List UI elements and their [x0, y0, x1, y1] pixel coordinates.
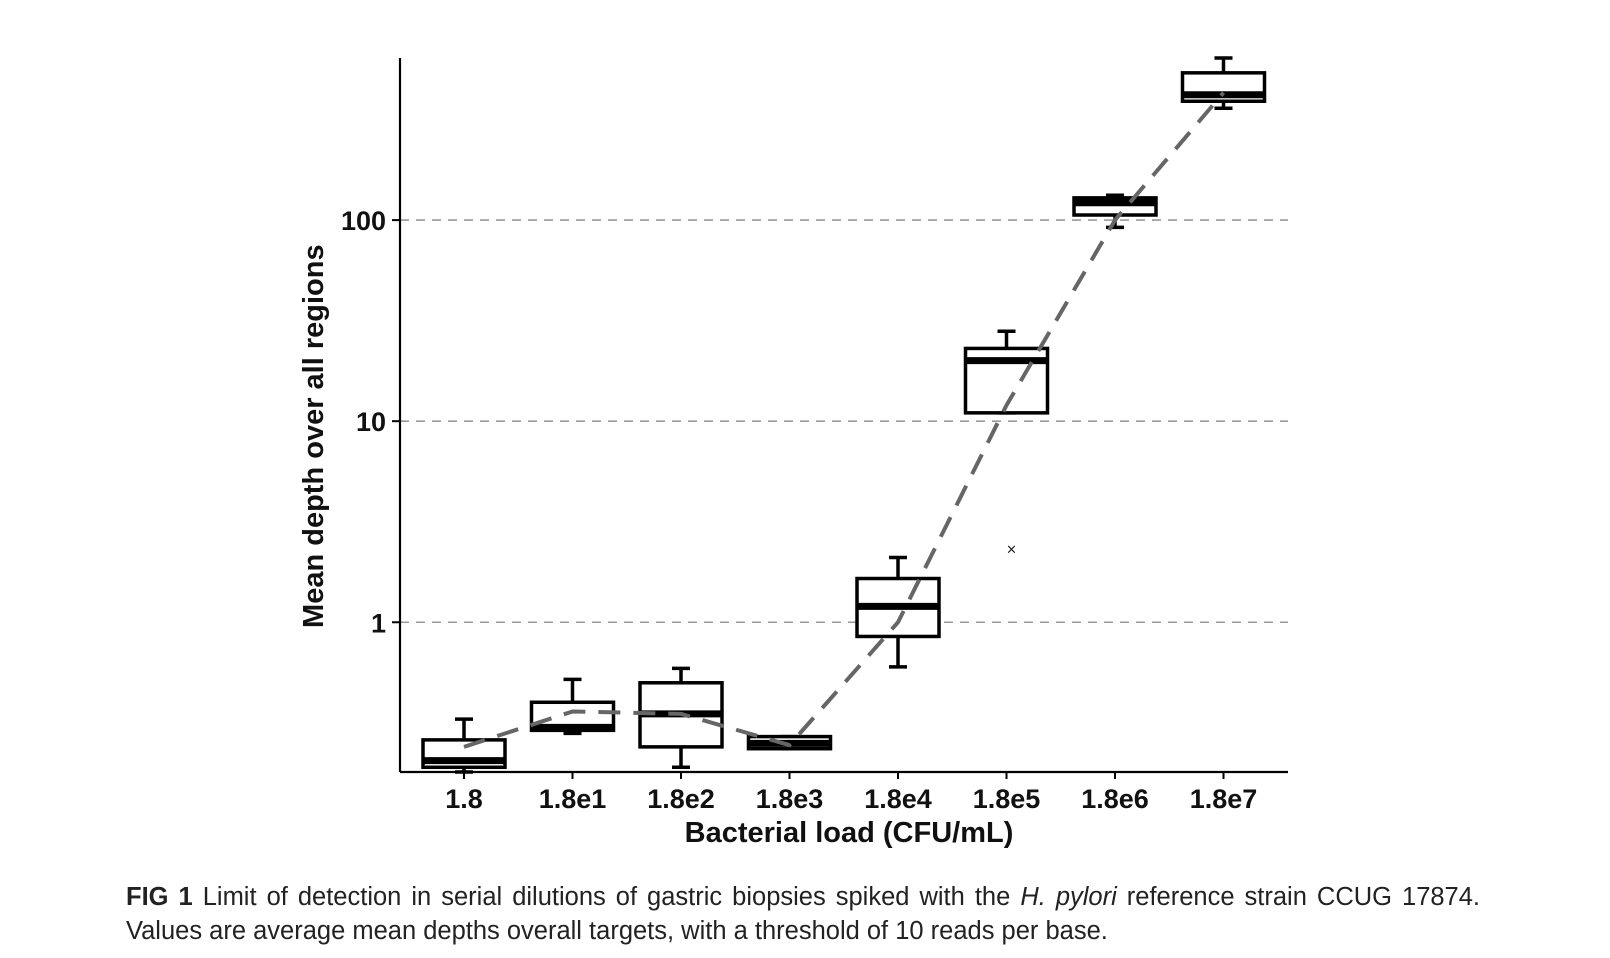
x-tick-label-1.8e7: 1.8e7 [1190, 784, 1258, 814]
boxes-group: × [421, 56, 1267, 774]
y-tick-label-1: 1 [371, 608, 386, 638]
box-1.8e4 [855, 555, 941, 669]
box-1.8e1 [529, 677, 616, 736]
figure-caption: FIG 1 Limit of detection in serial dilut… [126, 880, 1480, 948]
caption-text-end: reference strain CCUG 17874. Values are … [126, 883, 1481, 945]
box-1.8e5 [963, 329, 1050, 415]
y-tick-label-100: 100 [341, 206, 386, 236]
y-axis-title: Mean depth over all regions [298, 244, 330, 628]
axes: 1 10 100 1.8 1.8e1 1.8e2 1.8e3 1.8e4 1.8e5 1.8e6 1… [341, 58, 1288, 814]
x-tick-label-1.8e4: 1.8e4 [864, 784, 932, 814]
caption-species-name: H. pylori [1020, 883, 1117, 911]
box-1.8e2 [638, 666, 724, 770]
y-tick-label-10: 10 [356, 407, 386, 437]
boxplot-chart: × 1 10 100 1.8 1.8e1 1.8e2 1.8e3 1.8e4 1.8e5 1.8e… [298, 56, 1288, 849]
x-tick-label-1.8e1: 1.8e1 [539, 784, 607, 814]
x-tick-label-1.8: 1.8 [445, 784, 483, 814]
gridlines [400, 219, 1288, 624]
x-tick-label-1.8e6: 1.8e6 [1081, 784, 1149, 814]
outlier-point: × [1006, 543, 1017, 558]
x-tick-label-1.8e3: 1.8e3 [756, 784, 824, 814]
x-tick-label-1.8e5: 1.8e5 [973, 784, 1041, 814]
x-tick-label-1.8e2: 1.8e2 [647, 784, 715, 814]
caption-text-start: Limit of detection in serial dilutions o… [192, 883, 1021, 911]
box-1.8e6 [1072, 193, 1158, 230]
caption-label: FIG 1 [126, 883, 193, 911]
x-axis-title: Bacterial load (CFU/mL) [685, 817, 1014, 849]
box-1.8e7 [1180, 56, 1267, 110]
trend-line [463, 91, 1226, 749]
